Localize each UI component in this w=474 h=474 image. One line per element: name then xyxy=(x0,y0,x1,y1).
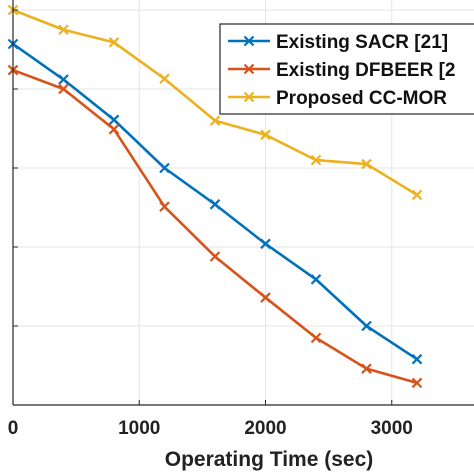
data-point xyxy=(310,154,322,166)
legend-marker xyxy=(243,35,255,47)
x-tick-label: 0 xyxy=(8,418,19,439)
data-point xyxy=(310,332,322,344)
data-point xyxy=(209,251,221,262)
data-point xyxy=(361,158,372,170)
data-point xyxy=(108,124,120,135)
legend: Existing SACR [21] Existing DFBEER [2 Prop… xyxy=(219,23,474,115)
data-point xyxy=(159,73,170,85)
data-point xyxy=(260,129,271,141)
legend-label: Existing DFBEER [2 xyxy=(276,60,455,81)
data-point xyxy=(159,201,170,212)
legend-entry: Proposed CC-MOR xyxy=(228,88,447,109)
legend-entry: Existing SACR [21] xyxy=(228,32,448,53)
x-ticks: 0 1000 2000 3000 xyxy=(8,400,413,439)
data-point xyxy=(108,114,120,126)
data-point xyxy=(310,274,322,285)
data-point xyxy=(411,377,423,389)
x-tick-label: 1000 xyxy=(118,418,160,439)
legend-marker xyxy=(243,63,255,75)
data-point xyxy=(209,115,221,126)
data-point xyxy=(159,162,170,174)
x-tick-label: 2000 xyxy=(244,418,286,439)
legend-marker xyxy=(243,91,255,103)
data-point xyxy=(58,83,69,95)
data-point xyxy=(58,74,69,85)
data-point xyxy=(260,238,271,250)
x-axis-label: Operating Time (sec) xyxy=(165,448,374,471)
data-point xyxy=(411,189,423,201)
legend-entry: Existing DFBEER [2 xyxy=(228,60,455,81)
data-point xyxy=(411,353,423,365)
legend-label: Existing SACR [21] xyxy=(276,32,448,53)
data-point xyxy=(361,320,372,332)
x-tick-label: 3000 xyxy=(371,418,413,439)
data-point xyxy=(108,37,120,48)
data-point xyxy=(58,24,69,36)
data-point xyxy=(209,199,221,210)
legend-label: Proposed CC-MOR xyxy=(276,88,447,109)
data-point xyxy=(260,292,271,303)
y-ticks xyxy=(13,9,18,406)
data-point xyxy=(361,363,372,374)
